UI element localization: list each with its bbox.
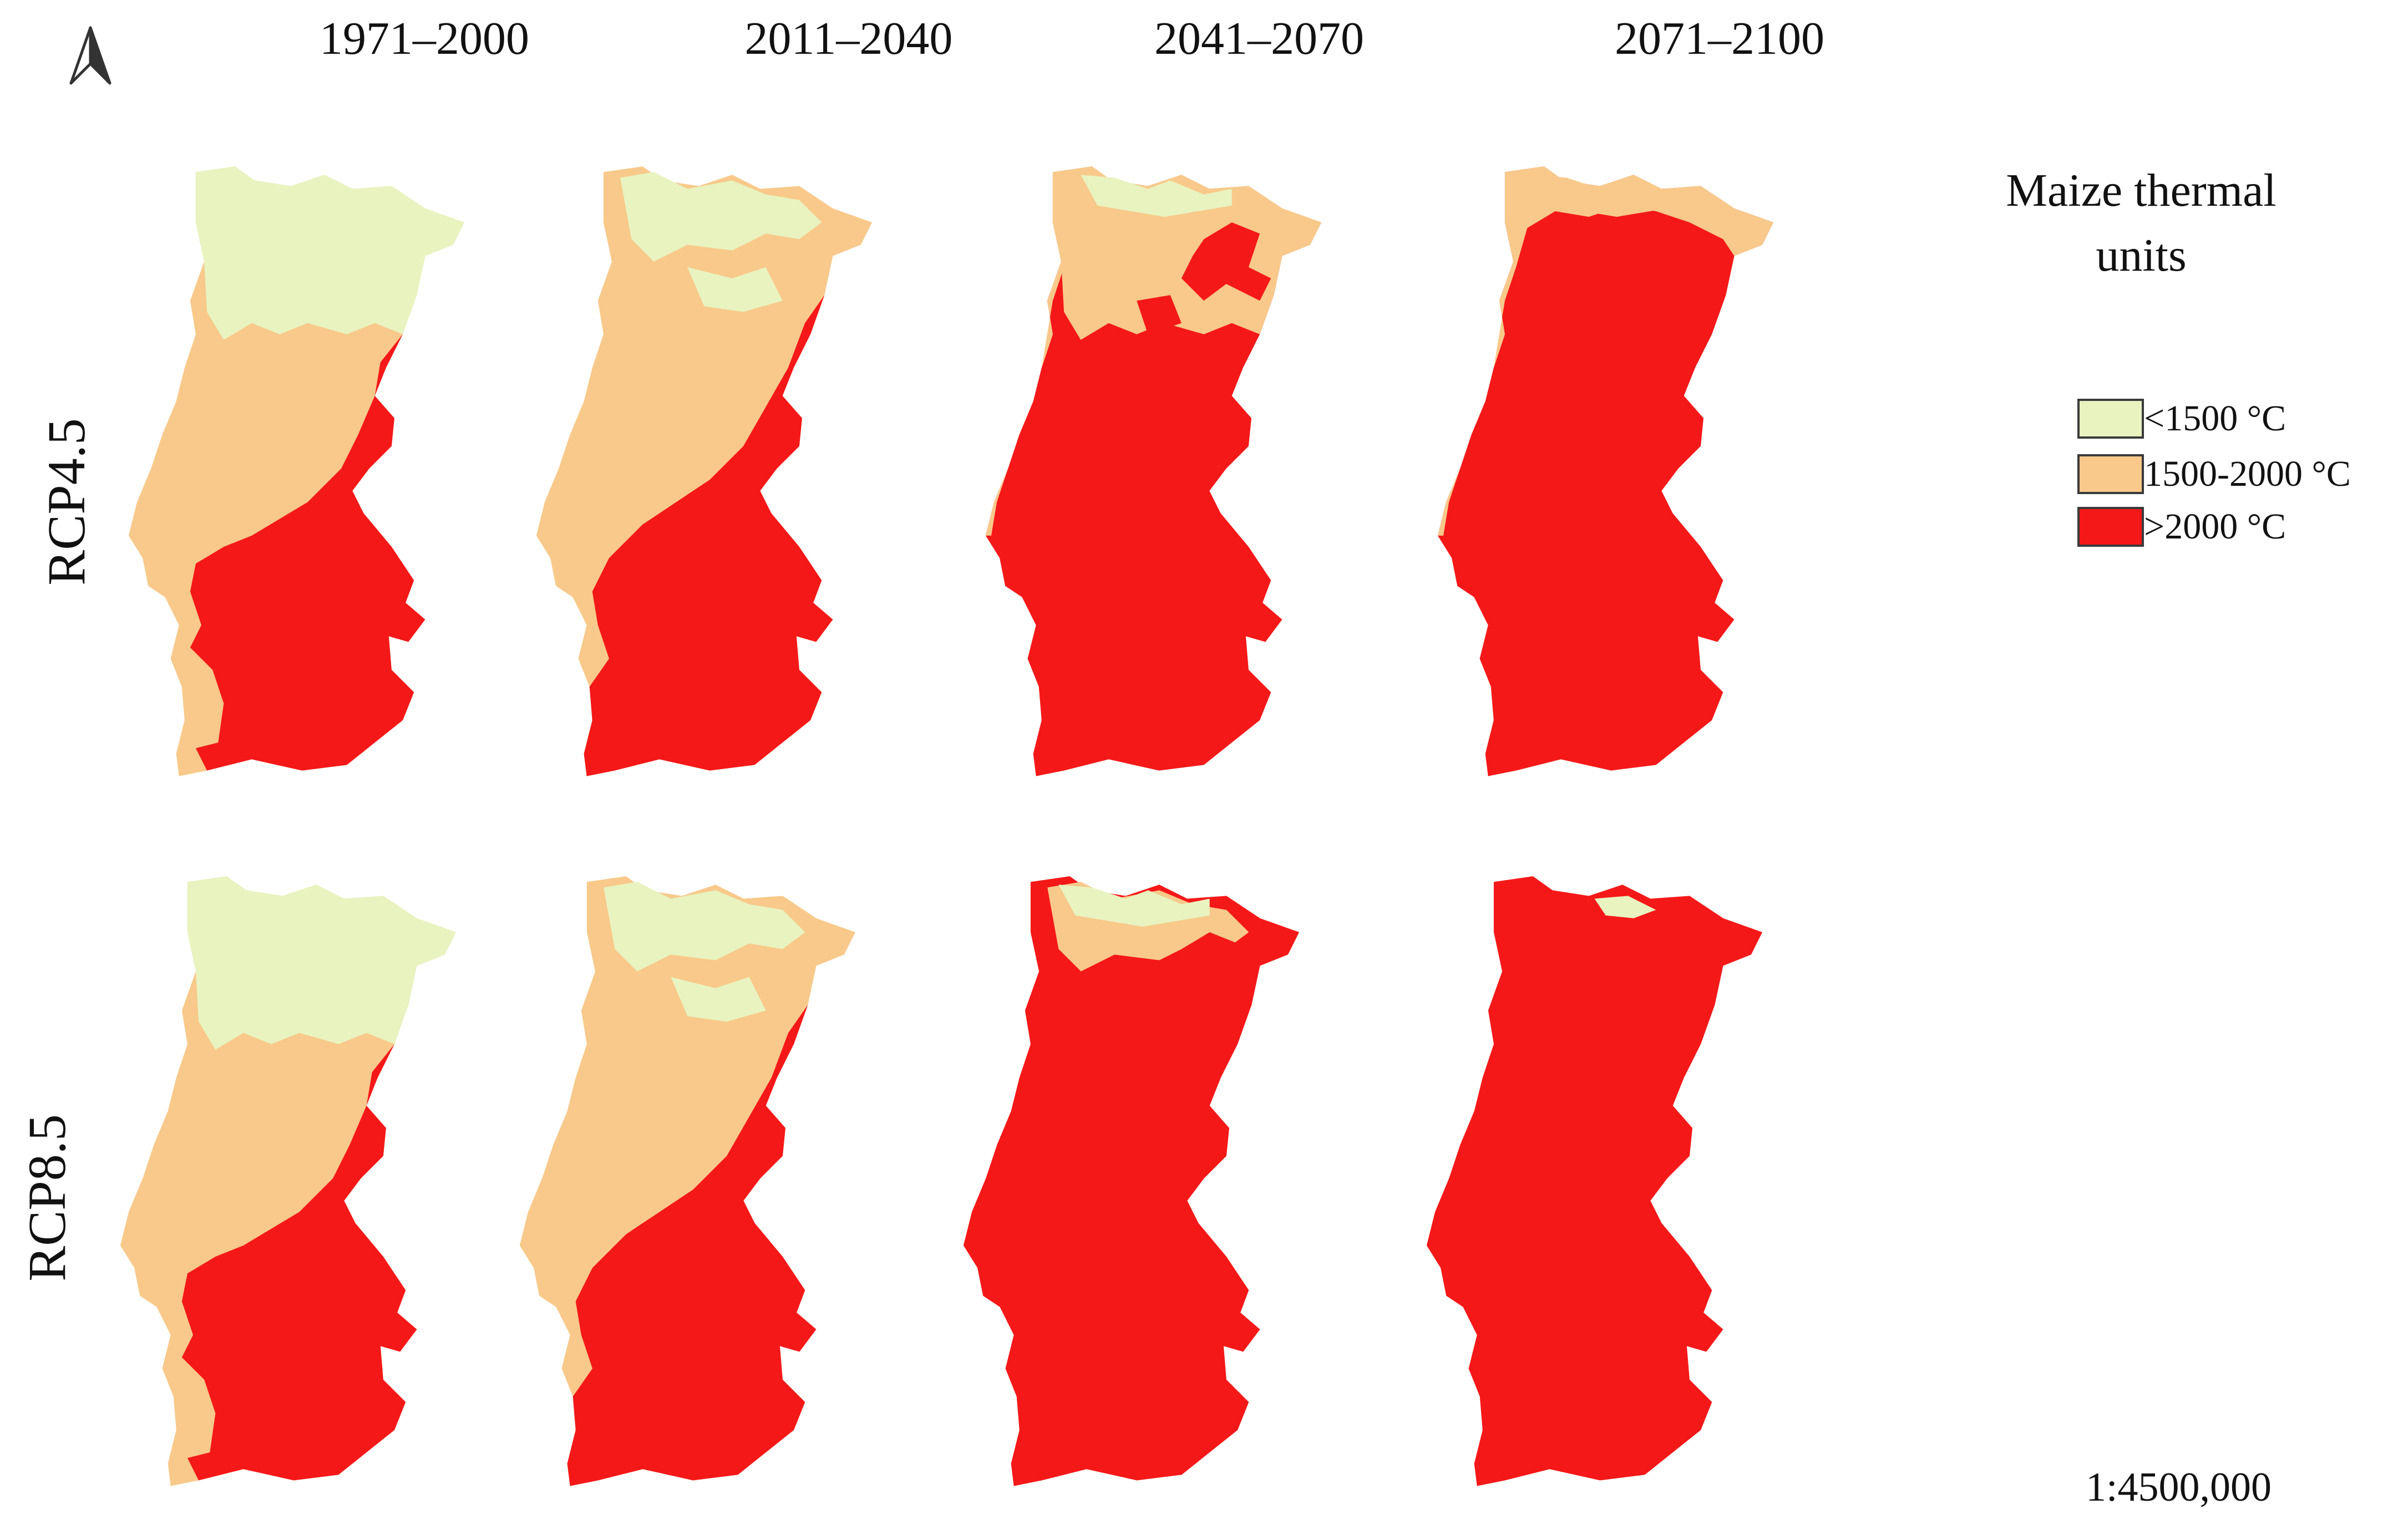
legend-item-low: <1500 °C [2077, 397, 2286, 441]
map-rcp85-1971-2000 [120, 876, 457, 1486]
legend-title-line2: units [2096, 230, 2187, 281]
map-scale: 1:4500,000 [2086, 1465, 2272, 1510]
thermal-zone-high [567, 1005, 817, 1486]
legend-label-low: <1500 °C [2144, 398, 2286, 439]
thermal-zone-high [963, 876, 1300, 1486]
thermal-zone-high [1437, 166, 1774, 776]
legend-swatch-mid [2077, 454, 2144, 494]
map-rcp45-2041-2070 [985, 166, 1322, 776]
map-rcp85-2071-2100 [1426, 876, 1763, 1486]
thermal-zone-low [1058, 885, 1210, 927]
thermal-zone-low [604, 882, 805, 972]
legend-label-mid: 1500-2000 °C [2144, 454, 2351, 494]
legend-item-mid: 1500-2000 °C [2077, 452, 2351, 496]
period-title-1: 1971–2000 [320, 13, 529, 64]
legend-title-line1: Maize thermal [2006, 165, 2277, 216]
map-rcp85-2041-2070 [963, 876, 1300, 1486]
legend-swatch-low [2077, 399, 2144, 439]
legend-label-high: >2000 °C [2144, 506, 2286, 547]
period-title-3: 2041–2070 [1154, 13, 1364, 64]
map-rcp85-2011-2040 [519, 876, 856, 1486]
thermal-zone-high [1426, 876, 1763, 1486]
thermal-zone-low [1594, 896, 1656, 918]
thermal-zone-low [187, 876, 457, 1050]
thermal-zone-mid [1533, 175, 1684, 217]
thermal-zone-low [620, 172, 822, 262]
legend-item-high: >2000 °C [2077, 505, 2286, 549]
thermal-zone-high [190, 334, 425, 771]
scenario-label-rcp85: RCP8.5 [17, 1114, 77, 1282]
thermal-zone-low [1081, 175, 1232, 217]
north-arrow-icon [69, 26, 111, 85]
map-rcp45-2071-2100 [1437, 166, 1774, 776]
thermal-zone-low [687, 267, 783, 312]
scenario-label-rcp45: RCP4.5 [37, 418, 96, 586]
map-rcp45-2011-2040 [536, 166, 873, 776]
thermal-zone-high [584, 295, 833, 776]
period-title-4: 2071–2100 [1615, 13, 1824, 64]
thermal-zone-low [195, 166, 465, 340]
thermal-zone-high [1114, 932, 1249, 1044]
legend-swatch-high [2077, 507, 2144, 547]
legend-title: Maize thermal units [1975, 158, 2308, 288]
thermal-zone-high [1137, 222, 1271, 334]
map-rcp45-1971-2000 [128, 166, 465, 776]
thermal-zone-low [671, 977, 766, 1022]
period-title-2: 2011–2040 [744, 13, 953, 64]
thermal-zone-high [181, 1044, 417, 1481]
